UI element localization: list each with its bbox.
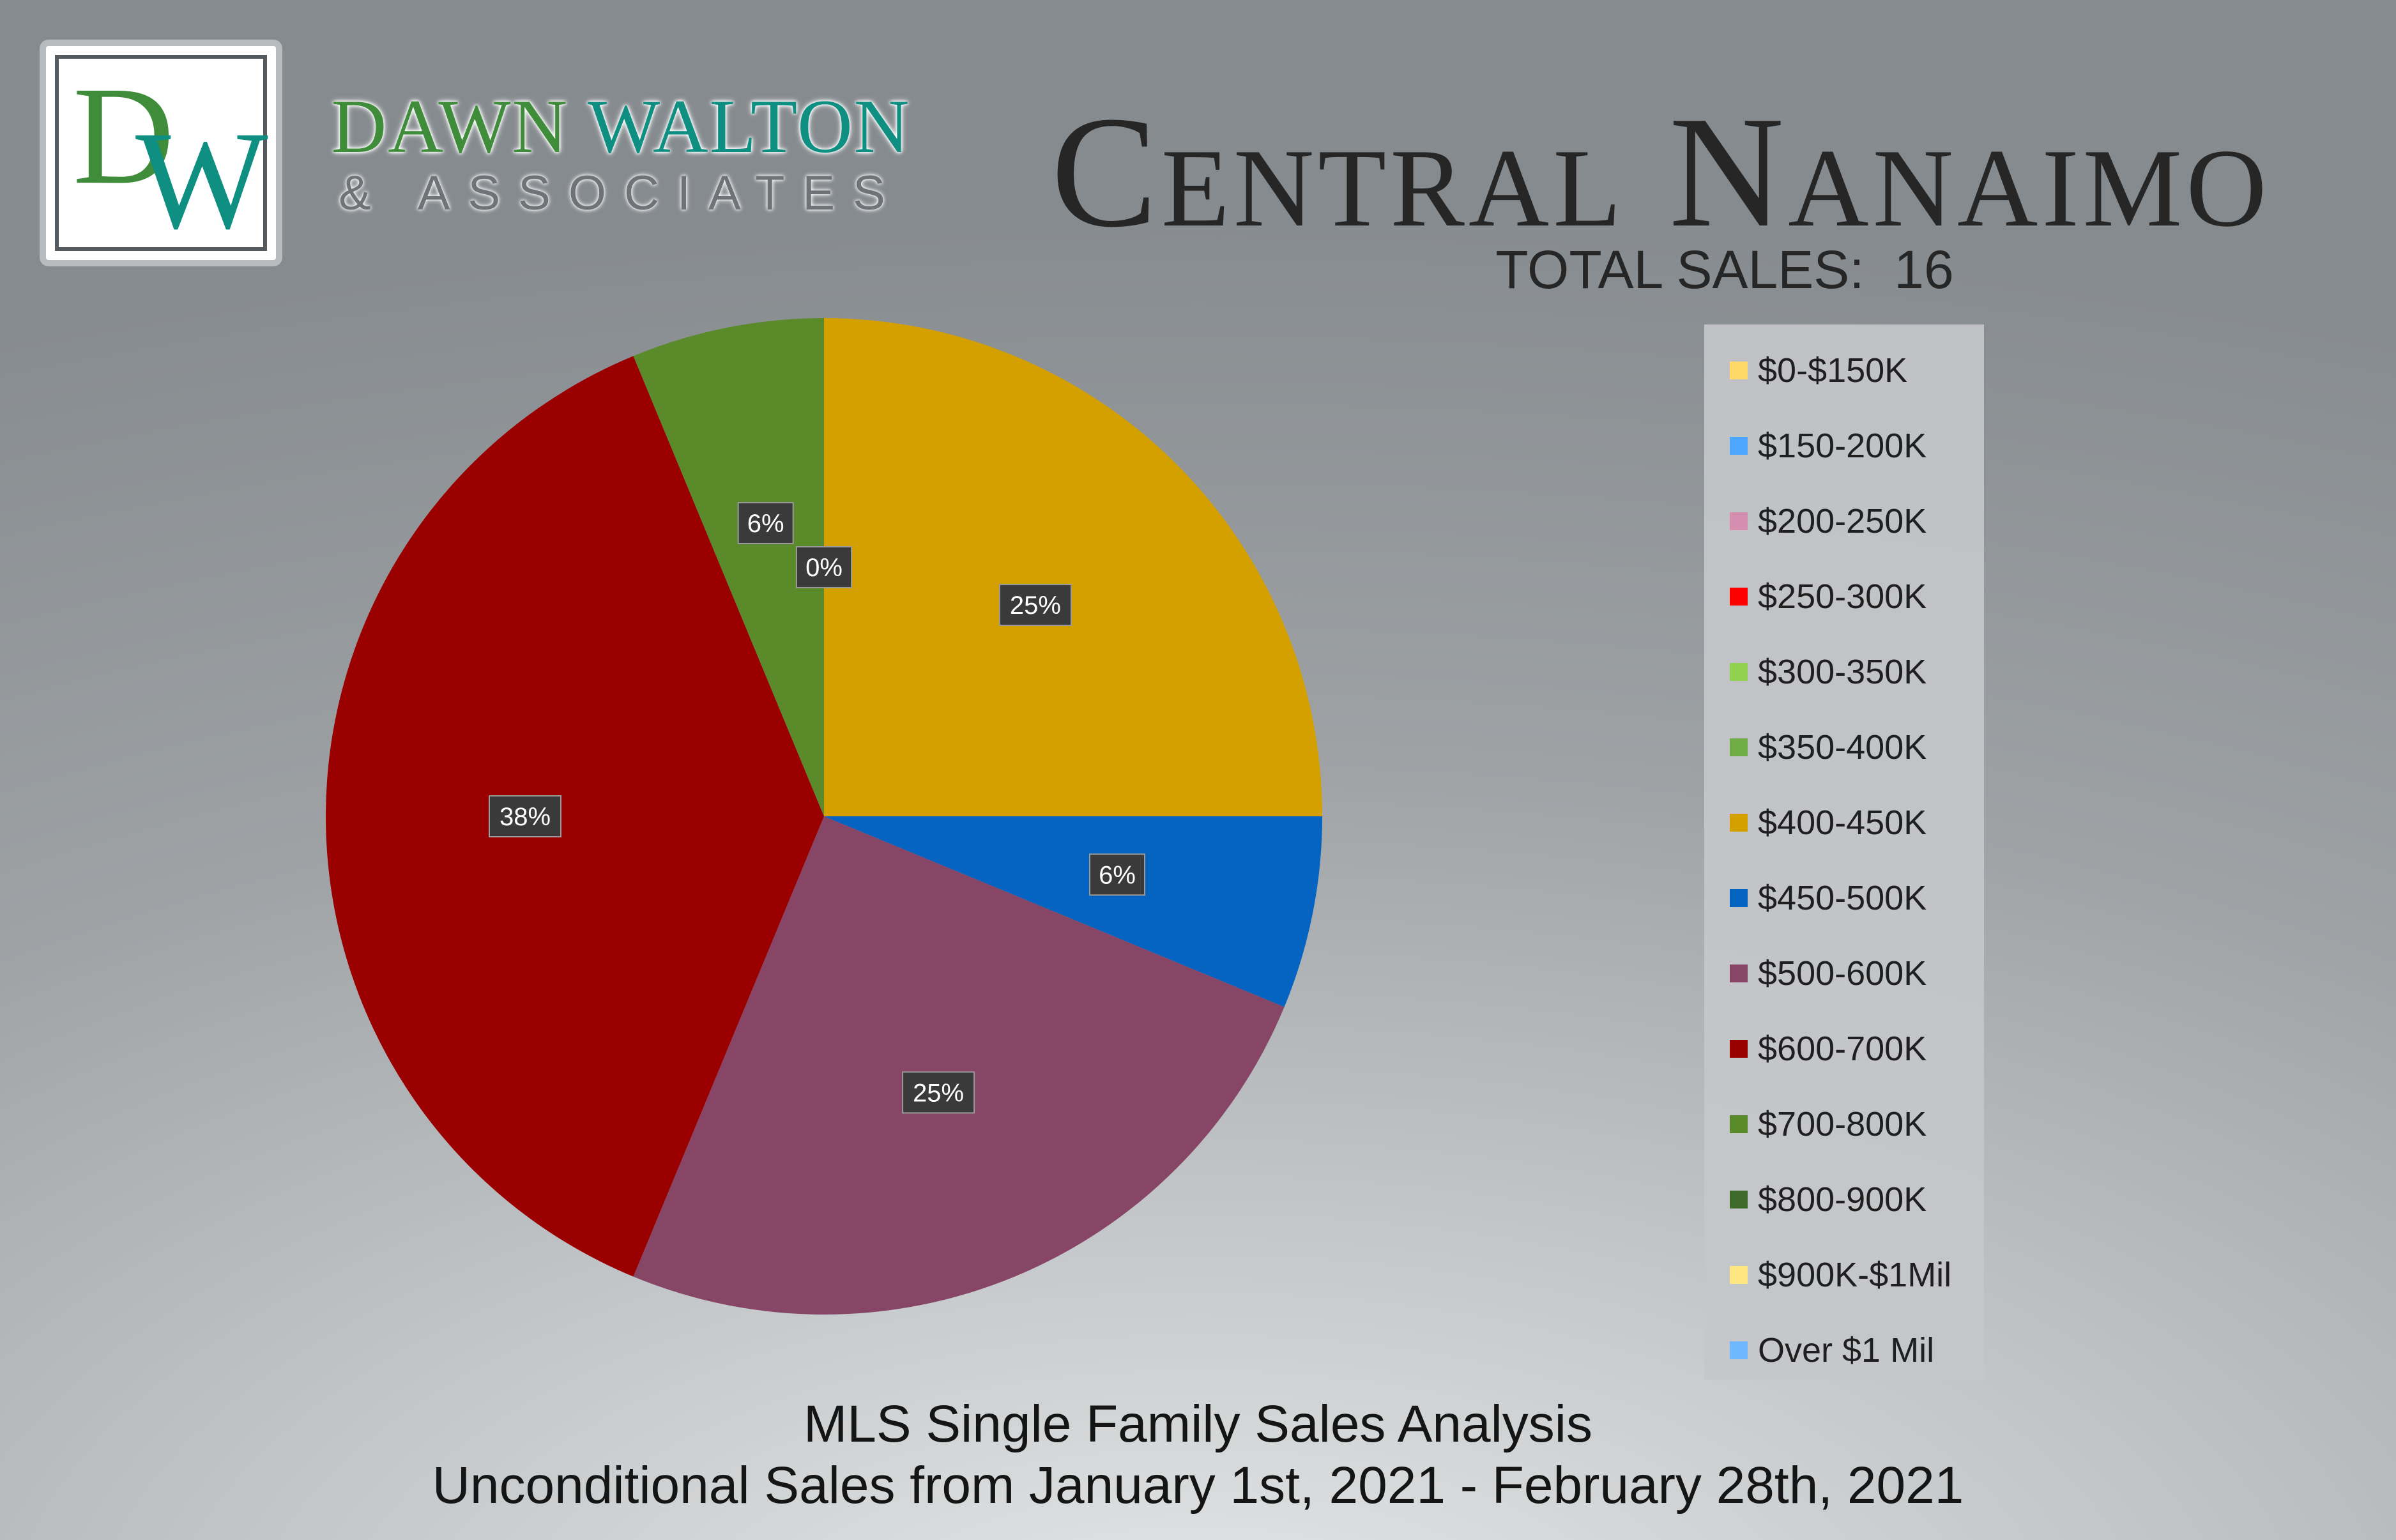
data-label-700-800k: 6% (737, 501, 794, 544)
legend-swatch (1730, 889, 1748, 907)
legend-swatch (1730, 588, 1748, 606)
data-label-text: 0% (805, 554, 843, 582)
legend-label: $250-300K (1758, 577, 1927, 616)
legend-item-200-250k: $200-250K (1704, 492, 1984, 567)
legend-swatch (1730, 1115, 1748, 1133)
legend-item-900k-1mil: $900K-$1Mil (1704, 1246, 1984, 1321)
legend-label: $300-350K (1758, 653, 1927, 691)
legend-label: $400-450K (1758, 804, 1927, 842)
legend-label: $200-250K (1758, 502, 1927, 540)
legend-item-300-350k: $300-350K (1704, 643, 1984, 718)
legend-label: Over $1 Mil (1758, 1331, 1935, 1369)
legend-item-250-300k: $250-300K (1704, 567, 1984, 643)
legend-item-800-900k: $800-900K (1704, 1170, 1984, 1246)
legend-swatch (1730, 1266, 1748, 1284)
data-label-600-700k: 38% (489, 795, 561, 837)
legend-swatch (1730, 1191, 1748, 1208)
pie-slice-700-800k (633, 318, 824, 816)
data-label-text: 6% (1099, 861, 1136, 889)
chart-subtitle: MLS Single Family Sales Analysis (803, 1395, 1593, 1453)
pie-slice-600-700k (326, 356, 824, 1277)
data-label-box (998, 584, 1072, 627)
legend-item-over-1-mil: Over $1 Mil (1704, 1321, 1984, 1396)
legend-item-350-400k: $350-400K (1704, 718, 1984, 793)
legend-swatch (1730, 1040, 1748, 1058)
legend-item-450-500k: $450-500K (1704, 869, 1984, 944)
legend-swatch (1730, 814, 1748, 832)
legend-swatch (1730, 738, 1748, 756)
brand-name-first: DAWN (331, 84, 569, 169)
data-label-text: 25% (913, 1079, 964, 1107)
data-label-text: 6% (747, 510, 784, 538)
total-sales: TOTAL SALES: 16 (1341, 238, 2108, 301)
legend-swatch (1730, 512, 1748, 530)
legend-label: $800-900K (1758, 1180, 1927, 1219)
legend-swatch (1730, 964, 1748, 982)
legend-swatch (1730, 1341, 1748, 1359)
legend-item-500-600k: $500-600K (1704, 944, 1984, 1019)
legend-swatch (1730, 362, 1748, 379)
date-range: Unconditional Sales from January 1st, 20… (432, 1456, 1964, 1514)
total-sales-label: TOTAL SALES: (1495, 240, 1865, 300)
brand-name: DAWN WALTON (314, 82, 927, 171)
data-label-text: 38% (500, 803, 551, 831)
logo-frame: D W (55, 55, 268, 257)
brand-name-last: WALTON (588, 84, 911, 169)
brand-tagline: & ASSOCIATES (339, 166, 903, 220)
data-label-400-450k: 25% (998, 584, 1072, 627)
logo-letter-w: W (135, 102, 268, 258)
legend-item-600-700k: $600-700K (1704, 1019, 1984, 1095)
legend-item-400-450k: $400-450K (1704, 793, 1984, 869)
legend-label: $900K-$1Mil (1758, 1256, 1952, 1294)
legend-label: $150-200K (1758, 427, 1927, 465)
legend-label: $350-400K (1758, 728, 1927, 766)
data-label-box (737, 501, 794, 544)
data-label-box (796, 546, 852, 588)
logo-letter-d: D (73, 57, 174, 213)
legend: $0-$150K $150-200K $200-250K $250-300K $300-… (1704, 324, 1984, 1380)
legend-item-700-800k: $700-800K (1704, 1095, 1984, 1170)
data-label-box (902, 1071, 975, 1114)
data-label-900k-1mil: 0% (796, 546, 852, 588)
data-label-500-600k: 25% (902, 1071, 975, 1114)
data-label-450-500k: 6% (1089, 853, 1146, 896)
pie-slice-400-450k (824, 318, 1322, 816)
legend-label: $450-500K (1758, 879, 1927, 917)
pie-slice-450-500k (824, 816, 1323, 1007)
legend-label: $0-$150K (1758, 351, 1908, 390)
legend-swatch (1730, 663, 1748, 681)
legend-swatch (1730, 437, 1748, 455)
logo: D W (40, 40, 282, 266)
legend-item-150-200k: $150-200K (1704, 416, 1984, 492)
page-title: Central Nanaimo (1051, 84, 2271, 261)
data-label-text: 25% (1010, 591, 1061, 620)
legend-label: $600-700K (1758, 1030, 1927, 1068)
legend-label: $700-800K (1758, 1105, 1927, 1143)
pie-slice-500-600k (633, 816, 1285, 1315)
total-sales-value: 16 (1894, 240, 1954, 300)
legend-item-0-150k: $0-$150K (1704, 341, 1984, 416)
legend-label: $500-600K (1758, 954, 1927, 993)
data-label-box (1089, 853, 1146, 896)
data-label-box (489, 795, 561, 837)
